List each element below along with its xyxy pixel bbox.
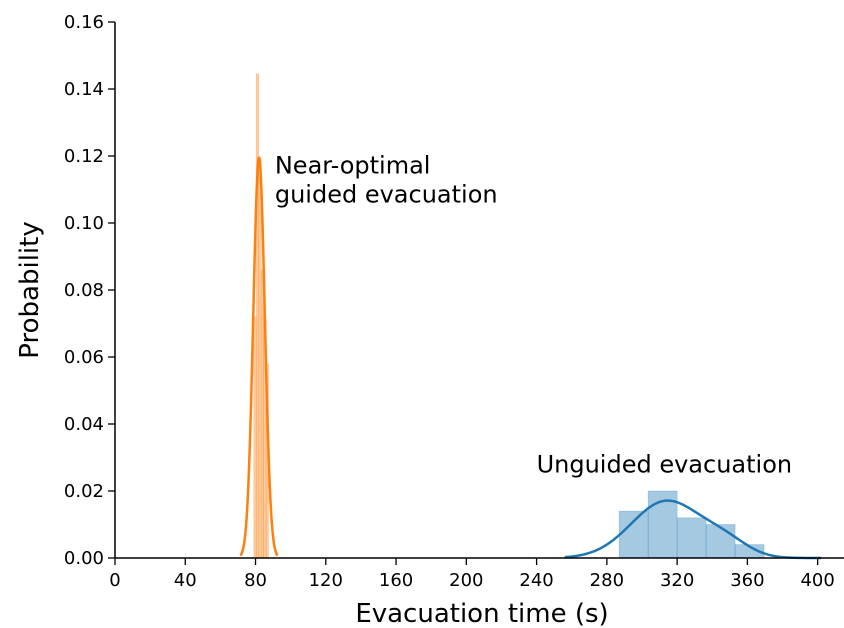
annotation-text: Near-optimal xyxy=(275,152,431,180)
kde-curve xyxy=(239,156,279,557)
x-tick-label: 120 xyxy=(309,570,343,591)
x-tick-label: 80 xyxy=(244,570,267,591)
x-axis-title: Evacuation time (s) xyxy=(355,599,608,628)
histogram-bar xyxy=(255,73,259,559)
y-tick-label: 0.10 xyxy=(64,213,104,234)
y-tick-label: 0.14 xyxy=(64,79,104,100)
x-tick-label: 400 xyxy=(800,570,834,591)
histogram-bar xyxy=(253,316,257,559)
x-tick-label: 200 xyxy=(449,570,483,591)
y-tick-label: 0.16 xyxy=(64,12,104,33)
histogram-bar xyxy=(260,269,264,559)
y-tick-label: 0.12 xyxy=(64,146,104,167)
x-ticks: 0 40 80 120 160 200 240 280 320 360 400 xyxy=(109,558,835,591)
kde-curves xyxy=(239,156,822,560)
histogram-bar xyxy=(258,159,262,559)
histogram-bar xyxy=(676,517,707,559)
histogram-bar xyxy=(705,524,736,559)
y-tick-label: 0.04 xyxy=(64,414,104,435)
kde-curve xyxy=(564,499,822,560)
y-tick-label: 0.02 xyxy=(64,481,104,502)
x-tick-label: 40 xyxy=(174,570,197,591)
x-tick-label: 360 xyxy=(730,570,764,591)
annotation-text: Unguided evacuation xyxy=(537,451,793,479)
y-axis-title: Probability xyxy=(15,221,45,358)
y-tick-label: 0.06 xyxy=(64,347,104,368)
y-ticks: 0.00 0.02 0.04 0.06 0.08 0.10 0.12 0.14 0.16 xyxy=(64,12,115,569)
annotation-text: guided evacuation xyxy=(275,181,498,209)
y-tick-label: 0.08 xyxy=(64,280,104,301)
histogram-bar xyxy=(618,510,649,559)
x-tick-label: 240 xyxy=(519,570,553,591)
histogram-bars xyxy=(253,73,765,559)
x-tick-label: 0 xyxy=(109,570,120,591)
x-tick-label: 280 xyxy=(590,570,624,591)
x-tick-label: 320 xyxy=(660,570,694,591)
x-tick-label: 160 xyxy=(379,570,413,591)
y-tick-label: 0.00 xyxy=(64,548,104,569)
